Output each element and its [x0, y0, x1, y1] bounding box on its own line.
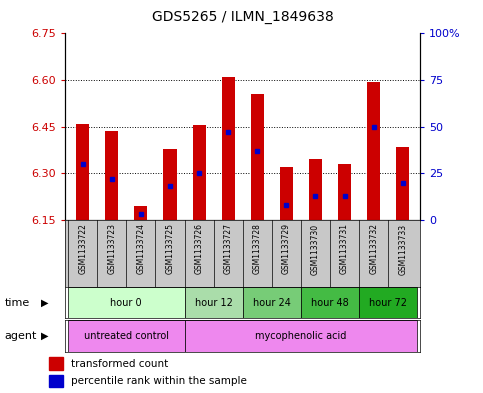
Bar — [68, 320, 185, 352]
Text: GSM1133730: GSM1133730 — [311, 223, 320, 275]
Bar — [309, 160, 322, 220]
Bar — [185, 287, 243, 318]
Text: untreated control: untreated control — [84, 331, 169, 341]
Bar — [68, 287, 185, 318]
Text: transformed count: transformed count — [71, 358, 169, 369]
Text: GSM1133723: GSM1133723 — [107, 223, 116, 274]
Text: hour 12: hour 12 — [195, 298, 232, 308]
Bar — [163, 149, 176, 220]
Bar — [396, 147, 409, 220]
Bar — [251, 94, 264, 220]
Text: GSM1133728: GSM1133728 — [253, 223, 262, 274]
Text: time: time — [5, 298, 30, 308]
Text: hour 48: hour 48 — [311, 298, 349, 308]
Bar — [105, 131, 118, 220]
Bar — [367, 82, 380, 220]
Text: GSM1133731: GSM1133731 — [340, 223, 349, 274]
Text: ▶: ▶ — [41, 331, 49, 341]
Bar — [49, 357, 63, 369]
Text: GDS5265 / ILMN_1849638: GDS5265 / ILMN_1849638 — [152, 9, 334, 24]
Text: hour 24: hour 24 — [253, 298, 291, 308]
Bar — [359, 287, 417, 318]
Text: agent: agent — [5, 331, 37, 341]
Text: hour 0: hour 0 — [111, 298, 142, 308]
Text: GSM1133733: GSM1133733 — [398, 223, 407, 275]
Text: mycophenolic acid: mycophenolic acid — [255, 331, 347, 341]
Text: GSM1133722: GSM1133722 — [78, 223, 87, 274]
Bar — [222, 77, 235, 220]
Text: GSM1133727: GSM1133727 — [224, 223, 233, 274]
Bar — [49, 375, 63, 387]
Text: percentile rank within the sample: percentile rank within the sample — [71, 376, 247, 386]
Text: GSM1133729: GSM1133729 — [282, 223, 291, 274]
Bar — [185, 320, 417, 352]
Bar — [76, 124, 89, 220]
Text: GSM1133732: GSM1133732 — [369, 223, 378, 274]
Bar — [301, 287, 359, 318]
Text: ▶: ▶ — [41, 298, 49, 308]
Bar — [193, 125, 206, 220]
Text: hour 72: hour 72 — [369, 298, 407, 308]
Text: GSM1133724: GSM1133724 — [136, 223, 145, 274]
Text: GSM1133726: GSM1133726 — [195, 223, 203, 274]
Bar — [134, 206, 147, 220]
Bar — [280, 167, 293, 220]
Bar — [243, 287, 301, 318]
Text: GSM1133725: GSM1133725 — [166, 223, 174, 274]
Bar — [338, 164, 351, 220]
